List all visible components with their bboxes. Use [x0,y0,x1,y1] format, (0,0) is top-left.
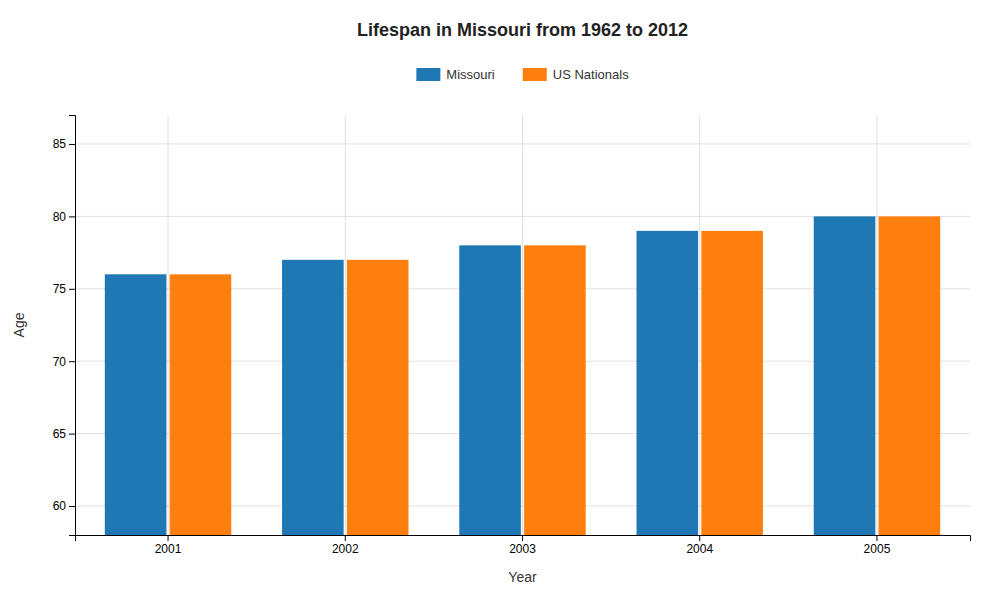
tick-mark [69,361,75,362]
grid-line [522,115,523,535]
tick-mark [345,535,346,541]
legend: Missouri US Nationals [416,67,629,82]
grid-line [345,115,346,535]
bar [701,231,763,535]
tick-label: 2003 [509,542,536,556]
bar [347,260,409,535]
legend-swatch [416,68,440,81]
bar [637,231,699,535]
legend-swatch [523,68,547,81]
title: Lifespan in Missouri from 1962 to 2012 [357,20,688,40]
tick: 2004 [686,535,713,556]
bar [524,245,586,535]
tick: 2001 [155,535,182,556]
bar-series [170,216,941,535]
axis-line [69,116,76,536]
legend-label: Missouri [446,67,495,82]
bar [814,216,876,535]
tick: 2005 [864,535,891,556]
bar [459,245,521,535]
tick-label: 2002 [332,542,359,556]
bar [170,274,232,535]
tick-mark [876,535,877,541]
tick-mark [168,535,169,541]
tick-label: 2004 [686,542,713,556]
legend-label: US Nationals [553,67,629,82]
tick-mark [699,535,700,541]
tick-mark [69,216,75,217]
tick-label: 70 [53,355,67,369]
bar [879,216,941,535]
tick: 65 [53,427,75,441]
x-axis-title: Year [508,569,537,585]
tick-label: 2005 [864,542,891,556]
legend-item: US Nationals [523,67,629,82]
bar [105,274,167,535]
tick: 2002 [332,535,359,556]
tick: 80 [53,210,75,224]
tick: 60 [53,499,75,513]
tick: 2003 [509,535,536,556]
tick-mark [69,506,75,507]
bar [282,260,344,535]
legend-item: Missouri [416,67,495,82]
x-axis: 2001 2002 2003 2004 2005 [76,535,971,556]
grid-line [876,115,877,535]
y-axis-title: Age [11,312,27,337]
plot: 2001 2002 2003 2004 2005 60 65 70 75 80 85 [53,115,971,600]
axis-line [76,536,971,542]
tick-mark [69,289,75,290]
tick: 75 [53,282,75,296]
tick: 70 [53,355,75,369]
bar-series [105,216,876,535]
tick-mark [522,535,523,541]
chart: 2001 2002 2003 2004 2005 60 65 70 75 80 85 Year Age L… [0,0,1000,600]
y-axis: 60 65 70 75 80 85 [53,116,76,536]
tick-label: 65 [53,427,67,441]
bars [105,216,940,535]
tick-label: 85 [53,137,67,151]
grid-line [168,115,169,535]
tick-mark [69,144,75,145]
tick-mark [69,434,75,435]
tick-label: 75 [53,282,67,296]
tick-label: 60 [53,499,67,513]
grid-line [699,115,700,535]
tick-label: 80 [53,210,67,224]
tick-label: 2001 [155,542,182,556]
tick: 85 [53,137,75,151]
